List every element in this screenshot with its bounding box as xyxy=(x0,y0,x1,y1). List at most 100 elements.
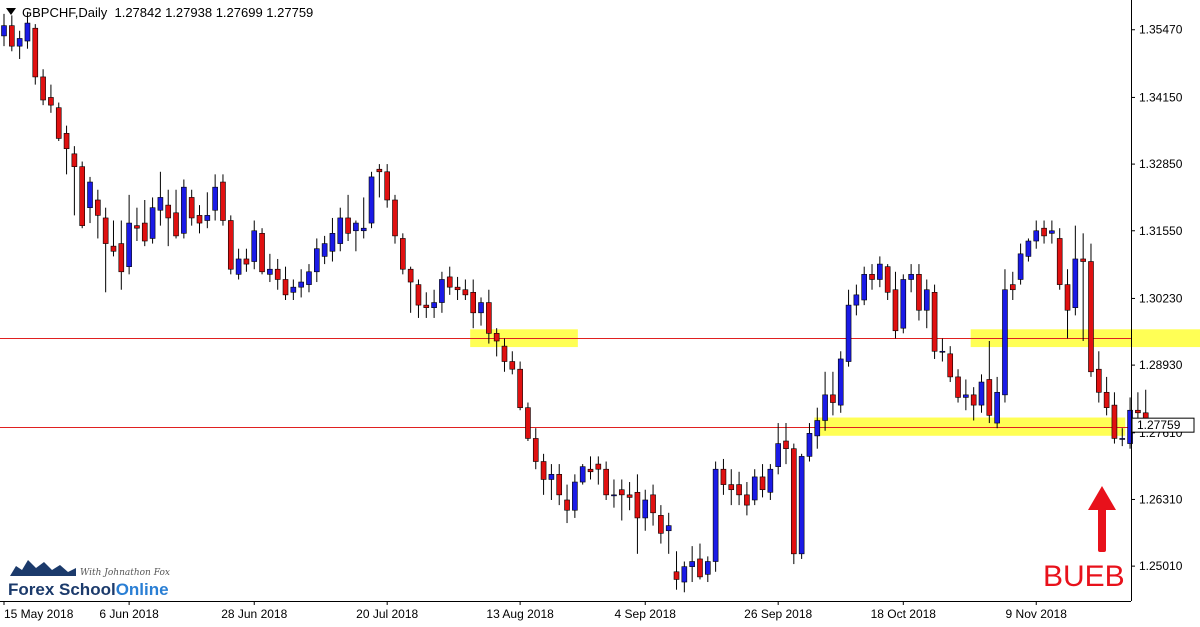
candle-body xyxy=(994,391,1000,424)
x-tick-label: 13 Aug 2018 xyxy=(486,607,554,621)
candle xyxy=(908,264,914,293)
logo-brand: Forex SchoolOnline xyxy=(8,580,169,600)
candle-body xyxy=(517,368,523,408)
candle xyxy=(1033,220,1040,249)
x-tick-label: 28 Jun 2018 xyxy=(221,607,287,621)
candle-body xyxy=(548,474,555,480)
candle xyxy=(618,479,625,521)
candle xyxy=(939,338,946,362)
candle-body xyxy=(95,199,101,216)
candle xyxy=(806,423,813,462)
candle-body xyxy=(1049,230,1055,234)
y-tick-label: 1.32850 xyxy=(1139,157,1183,171)
candle xyxy=(658,505,664,544)
candle-body xyxy=(830,394,836,403)
candle-body xyxy=(87,181,93,208)
zone-2 xyxy=(814,417,1126,436)
candle-body xyxy=(407,268,414,283)
candle-body xyxy=(931,291,938,352)
candle-body xyxy=(126,222,132,267)
candle-body xyxy=(55,107,62,139)
candle xyxy=(353,220,359,252)
candle xyxy=(1041,220,1047,244)
candle xyxy=(16,30,23,59)
candle-body xyxy=(720,468,727,485)
candle xyxy=(751,469,758,506)
candle-body xyxy=(141,222,148,242)
candle-body xyxy=(532,438,539,462)
candle xyxy=(321,235,328,265)
candles xyxy=(1,11,1149,593)
candle xyxy=(1049,220,1055,244)
candle xyxy=(462,279,469,300)
candle xyxy=(791,443,797,565)
candle-body xyxy=(32,27,39,78)
candle xyxy=(1072,225,1079,316)
candle xyxy=(595,456,602,485)
candle-body xyxy=(423,304,430,308)
candle-body xyxy=(697,558,703,578)
candle-body xyxy=(400,238,406,270)
candle xyxy=(243,248,250,272)
candle-body xyxy=(478,302,484,314)
candle-body xyxy=(259,233,265,273)
candle xyxy=(400,233,406,275)
candle xyxy=(767,464,774,500)
logo-tagline: With Johnathon Fox xyxy=(80,568,170,578)
candle-body xyxy=(884,266,891,293)
x-tick-label: 26 Sep 2018 xyxy=(744,607,812,621)
candle xyxy=(493,328,500,357)
candle-body xyxy=(1025,240,1032,257)
candle xyxy=(71,146,78,216)
candle-body xyxy=(415,284,422,306)
candle-body xyxy=(102,217,109,244)
candle xyxy=(626,482,633,511)
candle-body xyxy=(845,304,852,362)
candle-body xyxy=(665,525,672,532)
candle xyxy=(923,279,930,329)
candle-body xyxy=(869,274,875,280)
candle-body xyxy=(165,204,172,219)
candle-body xyxy=(892,289,899,332)
bull-bear-logo-icon xyxy=(10,560,76,576)
chart-frame xyxy=(0,0,1132,602)
candle xyxy=(24,11,31,49)
candle-body xyxy=(446,276,453,288)
candle xyxy=(532,428,539,470)
candle xyxy=(63,125,70,175)
dropdown-triangle-icon[interactable] xyxy=(6,8,16,15)
candle xyxy=(126,194,132,275)
candle-body xyxy=(853,294,860,306)
horizontal-levels xyxy=(0,338,1131,428)
candle xyxy=(931,284,938,359)
candle-body xyxy=(9,25,15,47)
candle xyxy=(775,423,781,475)
current-price-box xyxy=(1131,417,1195,433)
candle-body xyxy=(204,215,211,221)
x-tick-label: 18 Oct 2018 xyxy=(871,607,937,621)
candle-body xyxy=(493,333,500,342)
candle-body xyxy=(689,561,695,567)
x-tick-label: 15 May 2018 xyxy=(4,607,74,621)
candle xyxy=(1096,351,1102,403)
candle-body xyxy=(118,243,125,273)
candle xyxy=(517,361,523,411)
candle xyxy=(196,205,203,234)
candle-body xyxy=(540,461,547,480)
candle-body xyxy=(923,289,930,311)
candle-body xyxy=(947,353,954,378)
candle xyxy=(822,371,828,431)
candle-body xyxy=(134,225,140,229)
candle-body xyxy=(877,263,883,280)
candle xyxy=(470,279,477,329)
candle-body xyxy=(227,220,234,270)
candle-body xyxy=(282,279,289,296)
candle xyxy=(87,176,93,224)
pattern-annotation: BUEB xyxy=(1043,560,1125,593)
up-arrow-icon xyxy=(1088,486,1116,552)
candle xyxy=(188,189,195,226)
watermark-logo: With Johnathon Fox Forex SchoolOnline xyxy=(8,556,170,599)
candle-body xyxy=(572,481,578,511)
candle xyxy=(587,456,594,480)
candle xyxy=(1119,428,1126,447)
